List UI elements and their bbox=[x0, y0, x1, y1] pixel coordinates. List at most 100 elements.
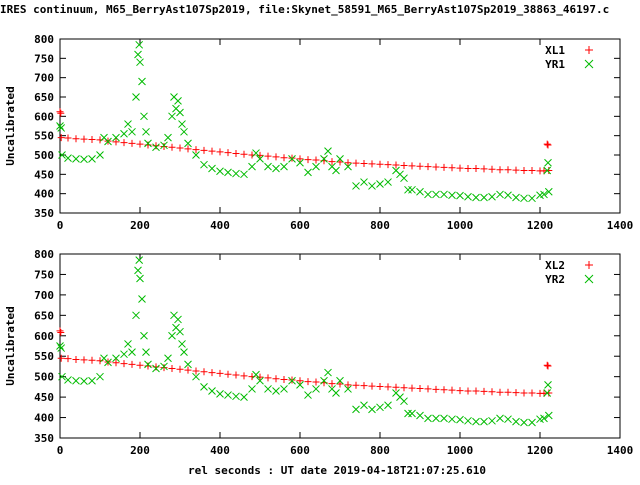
data-point-cross bbox=[544, 380, 552, 389]
data-point-plus bbox=[488, 388, 496, 396]
x-tick-label: 600 bbox=[290, 219, 310, 232]
data-point-plus bbox=[57, 134, 65, 142]
data-point-cross bbox=[512, 193, 520, 202]
data-point-plus bbox=[176, 365, 184, 373]
plot-frame bbox=[59, 38, 621, 214]
data-point-cross bbox=[192, 372, 200, 381]
data-point-cross bbox=[96, 372, 104, 381]
data-point-plus bbox=[280, 376, 288, 384]
y-tick-label: 650 bbox=[34, 309, 54, 322]
data-point-cross bbox=[160, 141, 168, 150]
legend-label: XL2 bbox=[545, 259, 565, 272]
data-point-cross bbox=[384, 401, 392, 410]
data-point-plus bbox=[192, 146, 200, 154]
data-point-plus bbox=[544, 141, 552, 149]
data-point-cross bbox=[456, 191, 464, 200]
data-point-plus bbox=[160, 364, 168, 372]
data-point-cross bbox=[528, 418, 536, 427]
data-point-cross bbox=[456, 415, 464, 424]
y-tick-label: 350 bbox=[34, 432, 54, 445]
data-point-cross bbox=[520, 194, 528, 203]
data-point-cross bbox=[296, 380, 304, 389]
series-YR2 bbox=[56, 256, 553, 427]
data-point-cross bbox=[480, 193, 488, 202]
data-point-cross bbox=[104, 358, 112, 367]
data-point-cross bbox=[472, 417, 480, 426]
series-XL2 bbox=[56, 327, 553, 397]
data-point-plus bbox=[480, 387, 488, 395]
data-point-plus bbox=[280, 154, 288, 162]
data-point-cross bbox=[232, 169, 240, 178]
data-point-cross bbox=[404, 185, 412, 194]
data-point-cross bbox=[496, 190, 504, 199]
data-point-cross bbox=[376, 403, 384, 412]
data-point-cross bbox=[178, 120, 186, 128]
data-point-cross bbox=[280, 162, 288, 171]
data-point-plus bbox=[256, 151, 264, 159]
data-point-plus bbox=[368, 160, 376, 168]
data-point-cross bbox=[432, 190, 440, 199]
data-point-cross bbox=[142, 127, 150, 136]
data-point-cross bbox=[272, 164, 280, 173]
data-point-plus bbox=[208, 147, 216, 155]
data-point-plus bbox=[440, 163, 448, 171]
data-point-cross bbox=[132, 93, 140, 101]
data-point-cross bbox=[432, 414, 440, 423]
data-point-cross bbox=[240, 393, 248, 401]
data-point-plus bbox=[304, 378, 312, 386]
data-point-plus bbox=[112, 138, 120, 146]
legend-label: YR1 bbox=[545, 58, 565, 71]
data-point-cross bbox=[152, 143, 160, 152]
data-point-cross bbox=[224, 168, 232, 177]
data-point-plus bbox=[328, 380, 336, 388]
data-point-cross bbox=[248, 385, 256, 393]
data-point-plus bbox=[144, 362, 152, 370]
data-point-cross bbox=[280, 385, 288, 393]
data-point-plus bbox=[392, 383, 400, 391]
data-point-cross bbox=[336, 155, 344, 163]
y-tick-label: 400 bbox=[34, 412, 54, 425]
data-point-cross bbox=[264, 385, 272, 393]
data-point-cross bbox=[104, 137, 112, 146]
data-point-plus bbox=[296, 155, 304, 163]
data-point-cross bbox=[264, 162, 272, 171]
data-point-cross bbox=[164, 354, 172, 363]
data-point-cross bbox=[124, 120, 132, 128]
data-point-cross bbox=[112, 354, 120, 363]
data-point-plus bbox=[304, 156, 312, 164]
panel-top: 350 400 450 500 550 600 650 700 750 800 0 200 400 600… bbox=[4, 33, 633, 232]
data-point-cross bbox=[112, 133, 120, 142]
data-point-cross bbox=[520, 418, 528, 427]
data-point-plus bbox=[400, 161, 408, 169]
data-point-plus bbox=[504, 166, 512, 174]
data-point-cross bbox=[174, 97, 182, 105]
data-point-cross bbox=[152, 364, 160, 373]
data-point-plus bbox=[408, 162, 416, 170]
data-point-cross bbox=[240, 170, 248, 179]
data-point-plus bbox=[128, 360, 136, 368]
data-point-plus bbox=[440, 386, 448, 394]
data-point-cross bbox=[312, 385, 320, 393]
data-point-plus bbox=[272, 375, 280, 383]
data-point-cross bbox=[136, 58, 144, 67]
data-point-plus bbox=[352, 159, 360, 167]
data-point-cross bbox=[504, 191, 512, 200]
data-point-plus bbox=[520, 389, 528, 397]
data-point-cross bbox=[464, 192, 472, 201]
data-point-cross bbox=[472, 193, 480, 202]
data-point-cross bbox=[135, 40, 144, 49]
legend-marker-plus bbox=[585, 261, 593, 269]
y-tick-label: 800 bbox=[34, 248, 54, 261]
data-point-cross bbox=[174, 315, 182, 324]
data-point-plus bbox=[120, 139, 128, 147]
data-point-plus bbox=[416, 162, 424, 170]
data-point-plus bbox=[56, 327, 64, 335]
data-point-plus bbox=[224, 149, 232, 157]
data-point-plus bbox=[152, 142, 160, 150]
data-point-cross bbox=[216, 389, 224, 398]
data-point-plus bbox=[200, 146, 208, 154]
data-point-cross bbox=[124, 340, 132, 348]
data-point-cross bbox=[424, 414, 432, 423]
data-point-plus bbox=[520, 166, 528, 174]
data-point-cross bbox=[540, 190, 548, 199]
